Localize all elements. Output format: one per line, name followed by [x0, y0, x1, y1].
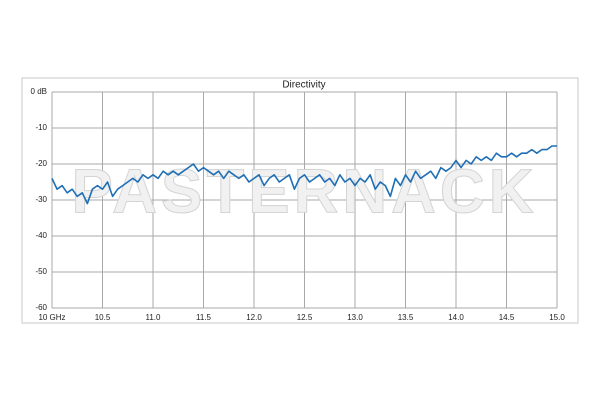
x-tick-label: 13.0: [347, 313, 363, 322]
y-tick-label: -20: [35, 159, 47, 168]
x-tick-label: 14.0: [448, 313, 464, 322]
x-tick-label: 14.5: [499, 313, 515, 322]
x-tick-label: 13.5: [398, 313, 414, 322]
chart-title: Directivity: [282, 80, 325, 91]
y-tick-label: -60: [35, 303, 47, 312]
y-tick-label: -40: [35, 231, 47, 240]
watermark: PASTERNACK: [72, 157, 538, 226]
x-tick-label: 11.5: [196, 313, 212, 322]
y-tick-label: 0 dB: [31, 87, 47, 96]
x-tick-label: 11.0: [146, 313, 162, 322]
y-tick-label: -10: [35, 123, 47, 132]
y-tick-label: -30: [35, 195, 47, 204]
x-tick-label: 12.5: [297, 313, 313, 322]
x-tick-label: 10 GHz: [38, 313, 65, 322]
x-tick-label: 10.5: [95, 313, 111, 322]
x-tick-label: 12.0: [246, 313, 262, 322]
data-line: [51, 145, 557, 205]
y-tick-label: -50: [35, 267, 47, 276]
x-tick-label: 15.0: [549, 313, 565, 322]
